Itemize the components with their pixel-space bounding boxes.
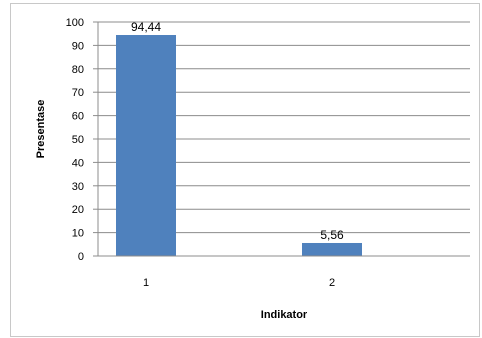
- data-labels: 94,44 5,56: [131, 20, 344, 242]
- x-tick-label-1: 1: [143, 277, 149, 289]
- y-tick-label: 10: [72, 228, 84, 240]
- y-tick-label: 80: [72, 64, 84, 76]
- y-tick-label: 70: [72, 87, 84, 99]
- y-tick-label: 90: [72, 40, 84, 52]
- x-axis-title: Indikator: [261, 309, 308, 321]
- data-label-1: 94,44: [131, 20, 161, 34]
- y-tick-label: 60: [72, 111, 84, 123]
- data-label-2: 5,56: [320, 228, 344, 242]
- y-tick-label: 0: [78, 251, 84, 263]
- x-tick-label-2: 2: [329, 277, 335, 289]
- bars: [116, 35, 362, 256]
- y-tick-label: 20: [72, 204, 84, 216]
- y-tick-label: 50: [72, 134, 84, 146]
- y-tick-label: 30: [72, 181, 84, 193]
- y-tick-label: 40: [72, 157, 84, 169]
- bar-1: [116, 35, 176, 256]
- y-tick-label: 100: [66, 17, 84, 29]
- y-tick-labels: 0 10 20 30 40 50 60 70 80 90 100: [66, 17, 84, 263]
- bar-2: [302, 242, 362, 256]
- y-axis-title: Presentase: [35, 100, 47, 159]
- chart-frame: [10, 3, 480, 337]
